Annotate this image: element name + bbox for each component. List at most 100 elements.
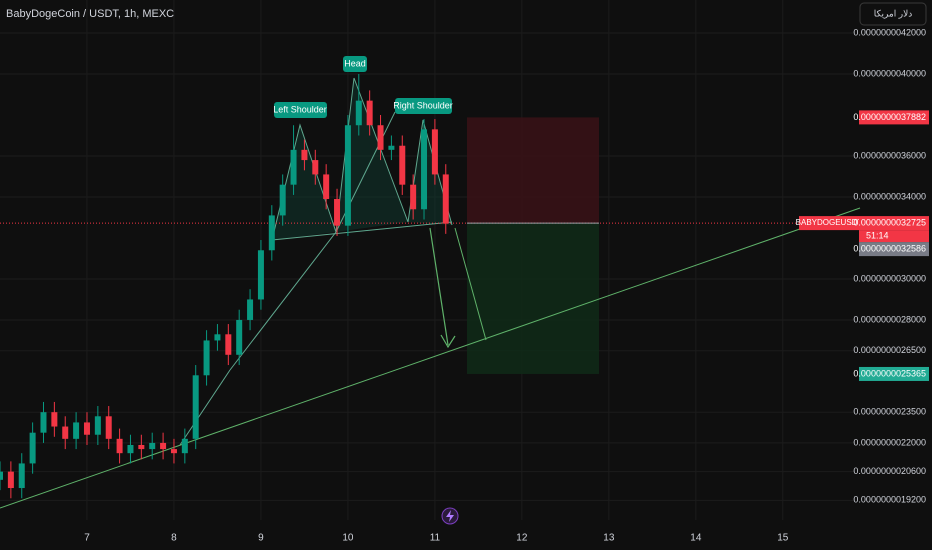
trend-line	[229, 231, 337, 371]
x-tick-label: 9	[258, 533, 264, 544]
candle-body	[116, 438, 123, 454]
price-tag	[859, 242, 929, 257]
candle-body	[7, 471, 14, 489]
price-tag	[859, 216, 929, 231]
candle-body	[170, 449, 177, 454]
candle-body	[388, 145, 395, 150]
symbol-tag	[799, 216, 859, 231]
candle-body	[344, 125, 351, 226]
trend-line	[179, 369, 231, 446]
candle-body	[181, 438, 188, 454]
candle-body	[225, 334, 232, 355]
y-tick-label: 0.0000000020600	[853, 466, 926, 476]
candle-body	[323, 174, 330, 200]
candle-body	[18, 463, 25, 489]
candle-body	[94, 416, 101, 435]
candle-body	[421, 129, 428, 210]
price-tag-label: 0.0000000032725	[853, 217, 926, 227]
currency-button[interactable]	[859, 2, 927, 26]
y-tick-label: 0.0000000036000	[853, 150, 926, 160]
annotation: Right Shoulder	[393, 100, 453, 110]
candle-body	[40, 412, 47, 433]
candle-body	[0, 471, 3, 480]
x-tick-label: 14	[690, 533, 702, 544]
candle-body	[105, 416, 112, 439]
chart-title: BabyDogeCoin / USDT, 1h, MEXC	[6, 8, 174, 20]
candle-body	[366, 100, 373, 126]
risk-zone	[467, 117, 599, 224]
candle-body	[399, 145, 406, 185]
candle-body	[431, 129, 438, 175]
neckline	[271, 221, 453, 241]
y-tick-label: 0.0000000042000	[853, 27, 926, 37]
price-tag	[859, 366, 929, 381]
candle-body	[442, 174, 449, 224]
candle-body	[192, 375, 199, 439]
annotation-box	[343, 56, 367, 72]
candle-body	[138, 444, 145, 450]
pattern-fill	[272, 125, 336, 240]
candle-body	[236, 319, 243, 355]
candle-body	[290, 149, 297, 185]
candle-body	[214, 334, 221, 341]
pattern-fill	[336, 78, 408, 232]
price-tag-label: 0.0000000037882	[853, 112, 926, 122]
price-tag	[859, 110, 929, 125]
candle-body	[247, 299, 254, 320]
candle-body	[410, 184, 417, 210]
candle-body	[377, 125, 384, 150]
y-tick-label: 0.0000000040000	[853, 68, 926, 78]
reward-zone	[467, 223, 599, 374]
annotation-box	[395, 98, 452, 114]
candle-body	[73, 422, 80, 439]
candle-body	[268, 215, 275, 251]
y-tick-label: 0.0000000019200	[853, 495, 926, 505]
candle-body	[334, 199, 341, 226]
countdown: 51:14	[866, 230, 889, 240]
candle-body	[203, 340, 210, 376]
y-tick-label: 0.0000000026500	[853, 345, 926, 355]
candle-body	[312, 160, 319, 175]
candle-body	[29, 432, 36, 464]
annotation-box	[274, 102, 327, 118]
x-tick-label: 8	[171, 533, 177, 544]
candle-body	[51, 412, 58, 427]
y-tick-label: 0.0000000022000	[853, 437, 926, 447]
candle-body	[83, 422, 90, 435]
pattern-line	[271, 77, 453, 241]
annotation: Left Shoulder	[273, 104, 327, 114]
price-tags: 0.0000000037882 0.0000000025365 BABYDOGEUS…	[796, 110, 929, 381]
price-tag-label: 0.0000000025365	[853, 368, 926, 378]
candle-body	[301, 149, 308, 161]
candle-body	[257, 250, 264, 300]
x-tick-label: 11	[430, 533, 441, 544]
x-tick-label: 13	[603, 533, 615, 544]
x-tick-label: 12	[516, 533, 528, 544]
candles	[0, 73, 449, 499]
candle-body	[62, 426, 69, 439]
y-tick-label: 0.0000000028000	[853, 314, 926, 324]
event-icon-bolt	[446, 510, 454, 522]
symbol-label: BABYDOGEUSDT	[796, 218, 863, 227]
y-tick-label: 0.0000000030000	[853, 273, 926, 283]
x-tick-label: 10	[342, 533, 354, 544]
candle-body	[127, 444, 134, 454]
candle-body	[160, 442, 167, 450]
price-tag-label: 0.0000000032586	[853, 243, 926, 253]
projection-line	[454, 227, 487, 341]
candle-body	[149, 442, 156, 450]
currency-label[interactable]: دلار امریکا	[874, 8, 913, 19]
annotation: Head	[344, 58, 366, 68]
arrow	[429, 227, 449, 346]
pattern-fill	[408, 120, 452, 225]
candle-body	[355, 100, 362, 126]
arrow-head	[440, 334, 456, 349]
support-line	[0, 207, 861, 509]
candle-body	[279, 184, 286, 216]
x-tick-label: 15	[777, 533, 789, 544]
x-tick-label: 7	[84, 533, 90, 544]
y-tick-label: 0.0000000034000	[853, 191, 926, 201]
y-tick-label: 0.0000000023500	[853, 407, 926, 417]
